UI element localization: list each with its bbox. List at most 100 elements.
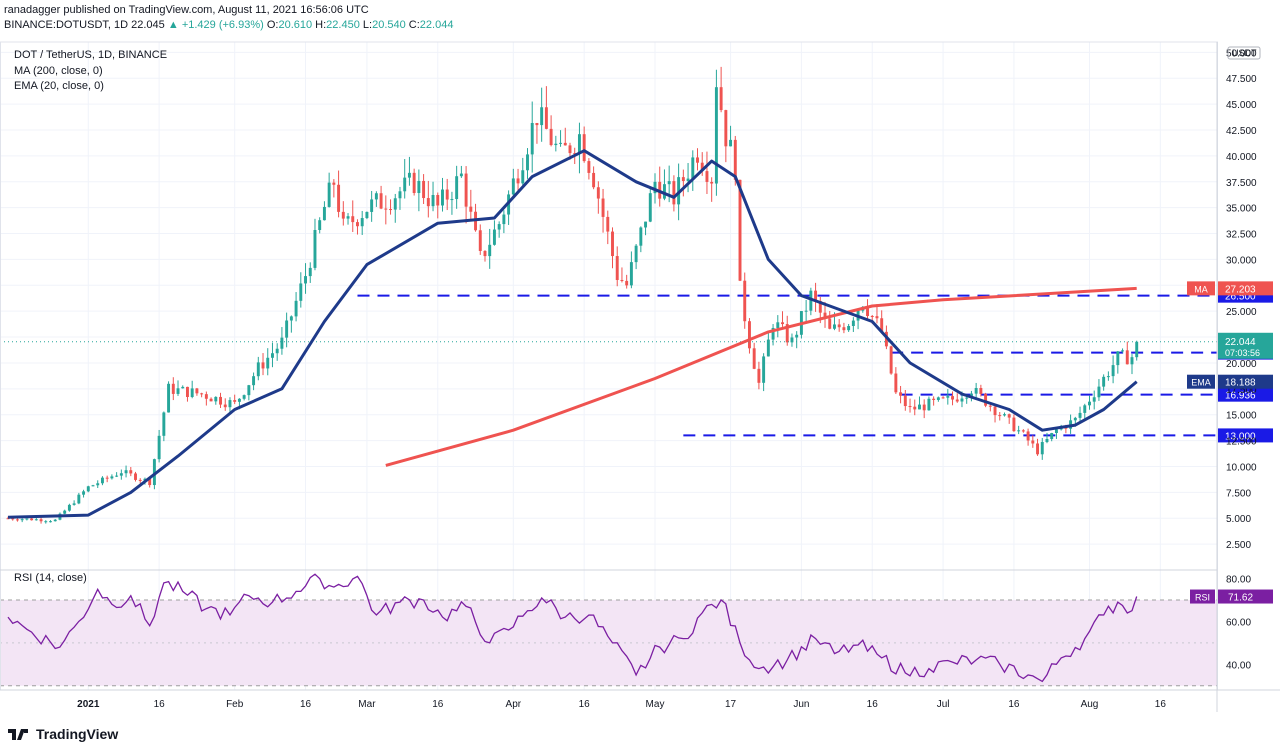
candle-body	[398, 191, 402, 199]
candle-body	[271, 353, 274, 358]
candle-body	[337, 184, 341, 212]
legend-rsi[interactable]: RSI (14, close)	[14, 572, 87, 584]
rsi-tick-label: 40.00	[1226, 660, 1251, 671]
candle-body	[105, 477, 109, 479]
level-label: 16.936	[1225, 391, 1256, 402]
candle-body	[1097, 386, 1101, 398]
candle-body	[686, 178, 690, 182]
indicator-name: MA	[1194, 284, 1208, 294]
candle-body	[478, 230, 482, 251]
candle-body	[96, 483, 100, 486]
candle-body	[710, 181, 714, 184]
candle-body	[6, 518, 10, 520]
candle-body	[143, 478, 147, 481]
candle-body	[785, 324, 789, 343]
indicator-name-tag	[1187, 281, 1215, 296]
candle-body	[1036, 443, 1040, 455]
candle-body	[875, 316, 879, 319]
high-value: 22.450	[326, 19, 360, 31]
candle-body	[903, 395, 907, 407]
legend-ema[interactable]: EMA (20, close, 0)	[14, 80, 104, 92]
candle-body	[30, 518, 34, 521]
candle-body	[450, 199, 454, 201]
candle-body	[653, 181, 657, 194]
indicator-lines	[7, 149, 1138, 519]
candle-body	[49, 521, 52, 523]
candle-body	[918, 404, 921, 410]
candle-body	[818, 300, 822, 313]
candle-body	[639, 227, 643, 246]
candle-body	[403, 177, 407, 192]
candle-body	[110, 476, 114, 479]
candle-body	[936, 397, 940, 400]
candle-body	[648, 193, 652, 222]
candle-body	[299, 283, 303, 301]
tradingview-logo[interactable]: TradingView	[8, 726, 118, 742]
candle-body	[691, 157, 695, 179]
rsi-name-tag	[1190, 589, 1215, 604]
candle-body	[1054, 429, 1058, 434]
candle-body	[1125, 350, 1129, 365]
candle-body	[304, 276, 307, 284]
low-label: L:	[362, 19, 373, 31]
candle-body	[219, 396, 222, 405]
price-tick-label: 20.000	[1226, 359, 1257, 370]
candle-body	[412, 172, 416, 194]
legend-ma[interactable]: MA (200, close, 0)	[14, 65, 103, 77]
candle-body	[39, 519, 43, 522]
candle-body	[993, 406, 997, 416]
candle-body	[696, 157, 699, 163]
candle-body	[828, 318, 832, 329]
candle-body	[908, 406, 912, 408]
candle-body	[587, 161, 591, 173]
time-tick-label: 16	[432, 699, 444, 710]
candle-body	[535, 123, 539, 126]
candle-body	[431, 195, 435, 207]
candle-body	[927, 398, 931, 411]
candle-body	[214, 396, 218, 402]
time-tick-label: 17	[725, 699, 737, 710]
candle-body	[592, 172, 596, 188]
candle-body	[502, 214, 506, 225]
candle-body	[129, 470, 133, 474]
candle-body	[894, 373, 898, 393]
candle-body	[833, 324, 836, 329]
candle-body	[1102, 376, 1106, 387]
price-tick-label: 2.500	[1226, 540, 1251, 551]
candle-body	[492, 229, 496, 245]
time-tick-label: 16	[1155, 699, 1167, 710]
candle-body	[1083, 405, 1087, 413]
candle-body	[1017, 430, 1021, 432]
author[interactable]: ranadagger	[4, 4, 61, 16]
candle-body	[294, 300, 298, 317]
rsi-band-fill	[0, 600, 1217, 686]
candle-body	[1135, 341, 1139, 358]
candle-body	[573, 153, 577, 155]
candle-body	[67, 504, 71, 511]
candle-body	[795, 334, 799, 338]
currency-label: USDT	[1232, 48, 1257, 58]
candle-body	[209, 398, 213, 402]
last-price: 22.045	[131, 19, 165, 31]
candle-body	[167, 383, 171, 413]
candle-body	[407, 172, 411, 178]
time-tick-label: 16	[154, 699, 166, 710]
candle-body	[747, 321, 751, 349]
time-tick-label: Mar	[358, 699, 376, 710]
candle-body	[53, 519, 57, 522]
indicator-value-tag	[1218, 374, 1273, 389]
candle-body	[247, 385, 251, 396]
rsi-tick-label: 60.00	[1226, 617, 1251, 628]
candle-body	[63, 510, 67, 514]
candle-body	[223, 404, 227, 408]
legend-title[interactable]: DOT / TetherUS, 1D, BINANCE	[14, 49, 168, 61]
candle-body	[1088, 401, 1091, 406]
price-tick-label: 45.000	[1226, 100, 1257, 111]
level-tag	[1218, 428, 1273, 443]
candle-body	[615, 256, 619, 280]
rsi-pane: 40.00 60.00 80.00 71.62 RSI	[0, 573, 1273, 687]
price-tick-label: 7.500	[1226, 488, 1251, 499]
price-tick-label: 15.000	[1226, 411, 1257, 422]
candle-body	[497, 224, 501, 230]
candle-body	[526, 154, 529, 171]
